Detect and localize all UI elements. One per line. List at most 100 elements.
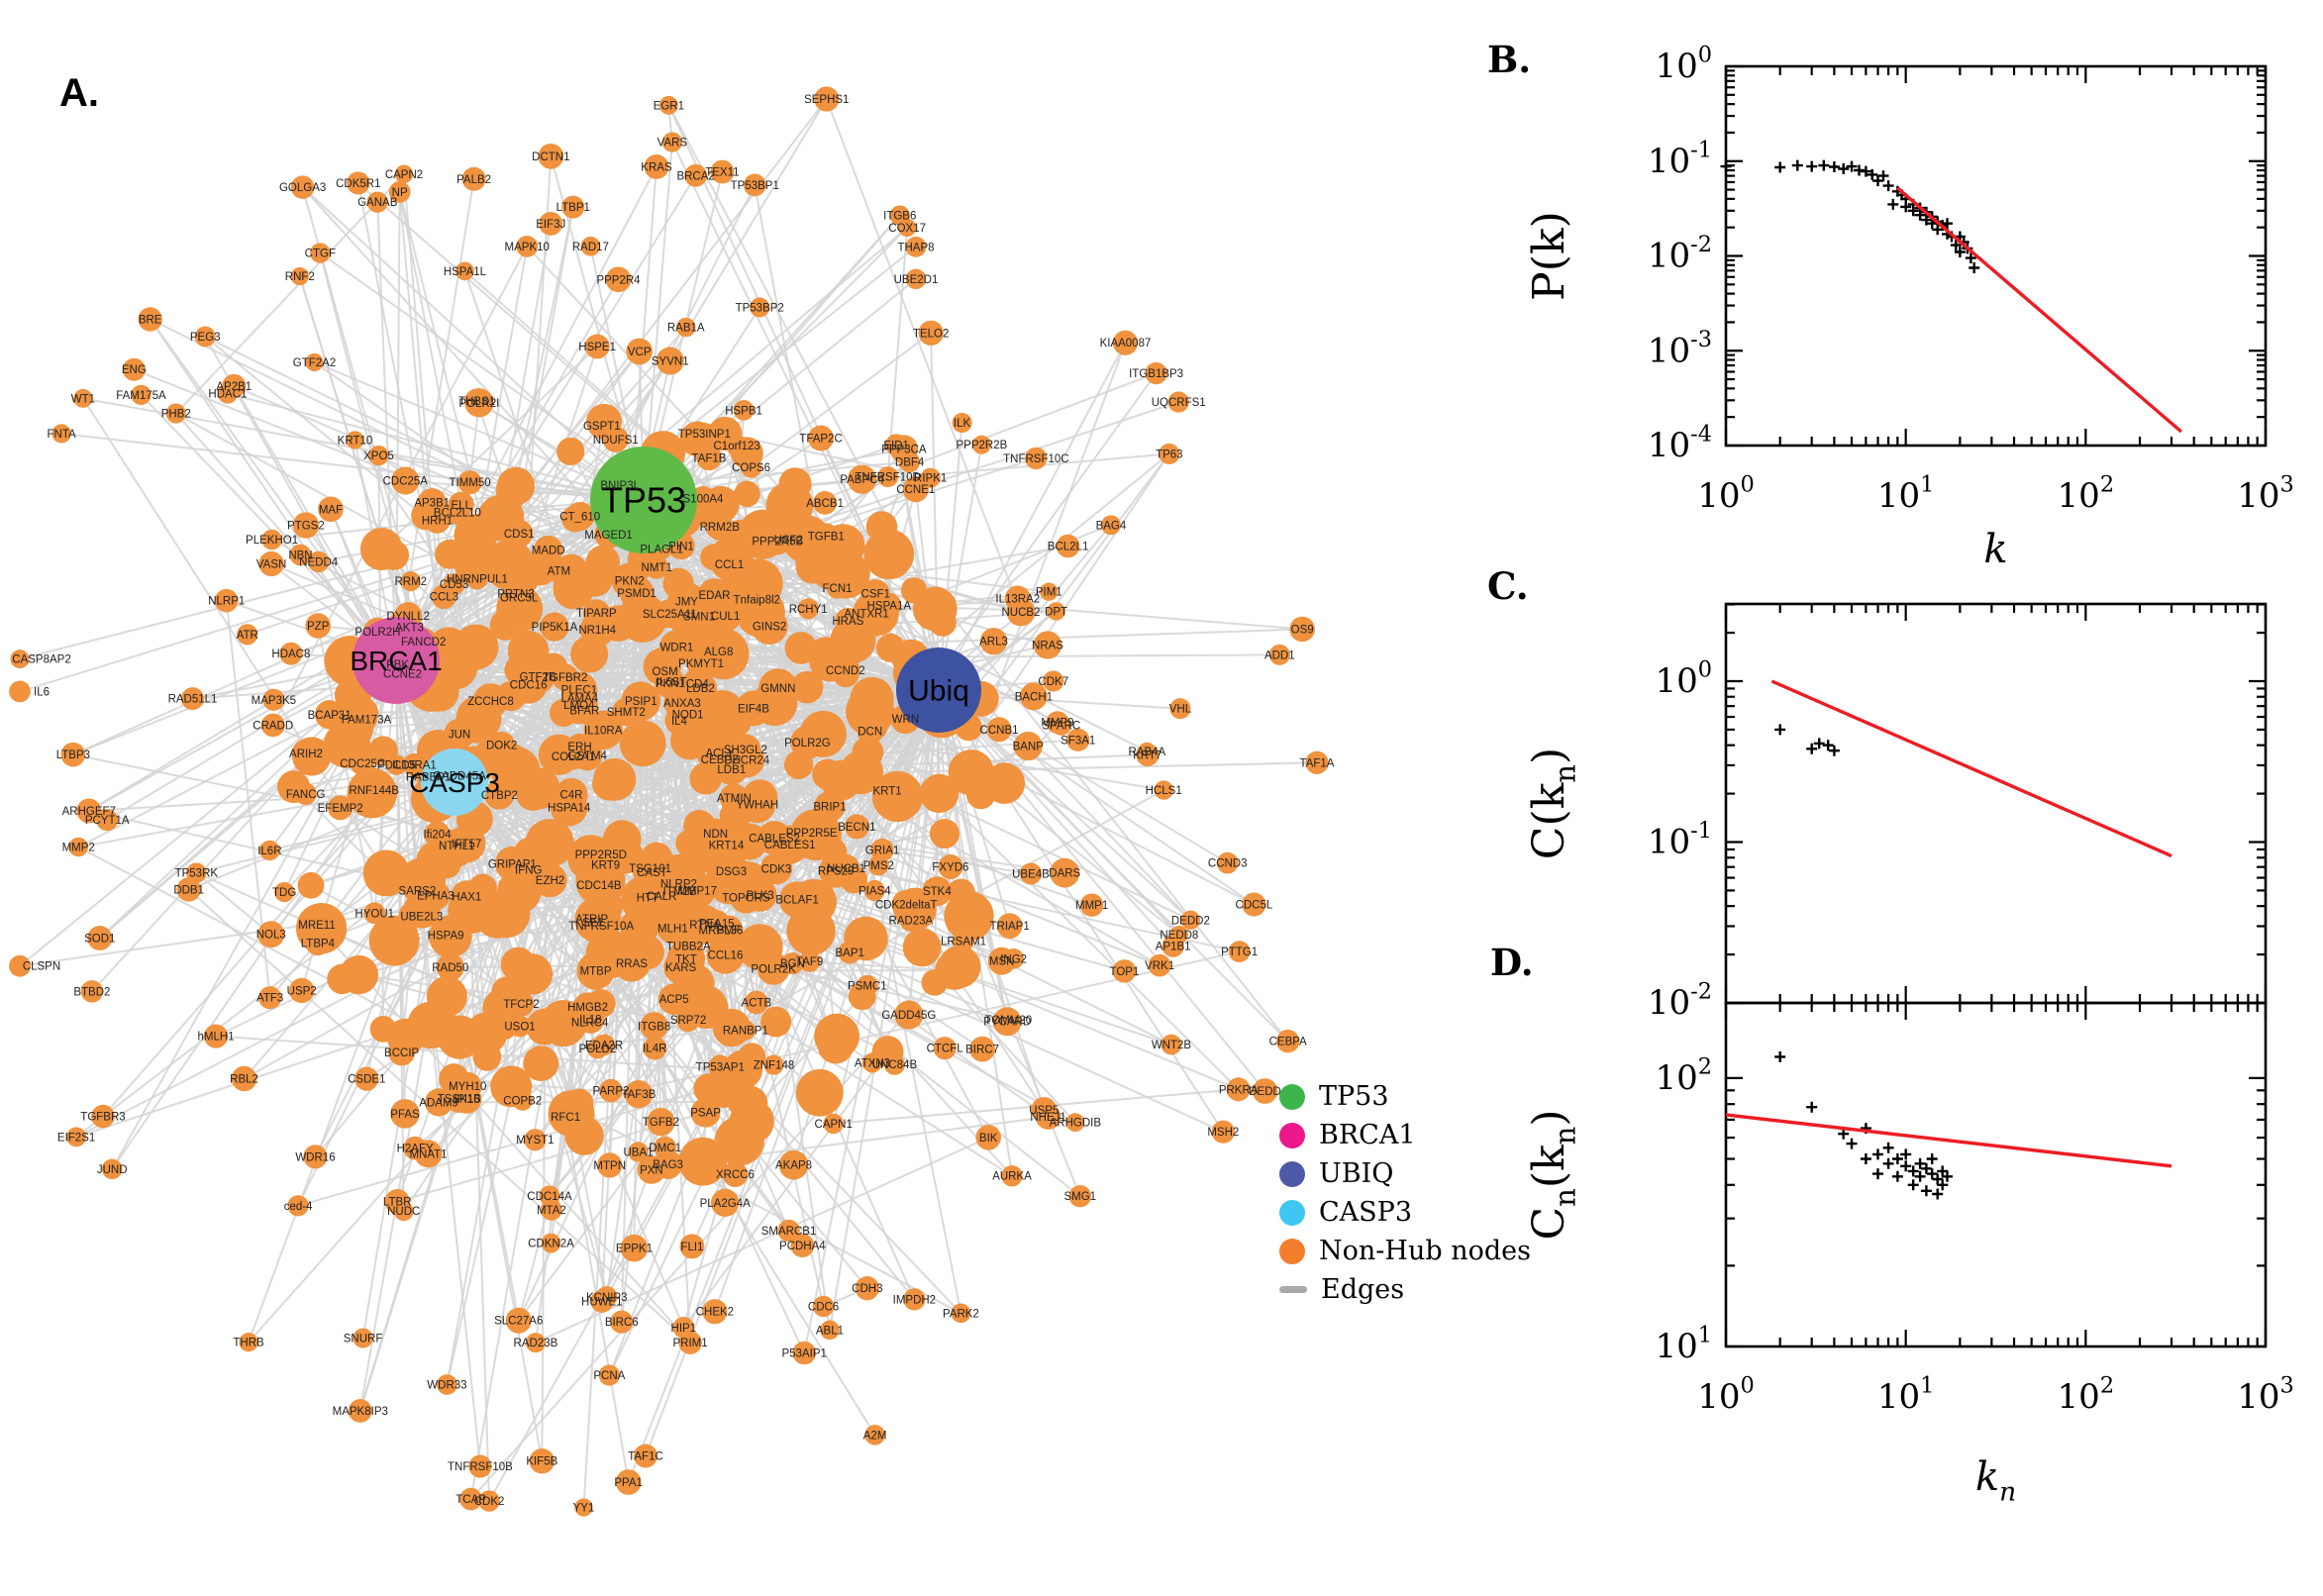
- gene-node: [644, 154, 669, 179]
- gene-node: [733, 826, 761, 853]
- gene-label: PKMYT1: [678, 658, 724, 670]
- gene-label: GANAB: [357, 197, 398, 209]
- gene-label: SOD1: [84, 933, 115, 945]
- gene-node: [539, 211, 563, 236]
- gene-label: HAX1: [452, 891, 481, 903]
- gene-label: PIN1: [668, 541, 694, 552]
- gene-node: [586, 988, 616, 1019]
- gene-label: CEBPZ: [701, 754, 739, 766]
- edge: [517, 1003, 602, 1321]
- gene-label: DBF4: [895, 457, 925, 469]
- gene-node: [871, 1036, 904, 1067]
- gene-label: PKN2: [615, 576, 645, 588]
- gene-node: [823, 1113, 844, 1135]
- gene-node: [295, 902, 348, 954]
- gene-label: S100A4: [683, 493, 725, 505]
- gene-label: PLEKHO1: [246, 535, 298, 547]
- gene-node: [586, 403, 622, 440]
- gene-node: [894, 1000, 924, 1030]
- gene-label: PIAS4: [858, 885, 891, 897]
- gene-node: [814, 86, 840, 112]
- hub-label-brca1: BRCA1: [350, 646, 442, 676]
- network-legend: TP53 BRCA1 UBIQ CASP3 Non-Hub nodes Edge…: [1279, 1077, 1531, 1309]
- edge: [82, 397, 388, 874]
- gene-node: [176, 877, 201, 902]
- gene-node: [918, 320, 944, 346]
- gene-label: FXYD6: [932, 862, 968, 874]
- edge: [938, 422, 963, 691]
- gene-label: CT_610: [559, 511, 600, 523]
- gene-label: SMG1: [1063, 1191, 1096, 1203]
- gene-node: [722, 1161, 749, 1187]
- gene-label: POLR2G: [784, 738, 831, 749]
- gene-label: TOMM20: [984, 1015, 1032, 1027]
- gene-node: [561, 505, 589, 533]
- gene-label: CCNE1: [896, 484, 935, 496]
- gene-node: [812, 758, 844, 790]
- gene-label: PPP2R5D: [575, 849, 627, 861]
- gene-node: [261, 529, 282, 550]
- gene-label: UBE2D1: [894, 274, 939, 286]
- gene-label: WT1: [71, 393, 95, 405]
- panel-b-label: B.: [1487, 38, 1532, 81]
- gene-label: MRE11: [298, 920, 336, 932]
- gene-label: EPHA3: [417, 890, 454, 902]
- gene-label: MTPN: [593, 1160, 626, 1172]
- gene-node: [675, 317, 696, 338]
- gene-label: IL6: [34, 686, 50, 698]
- gene-node: [605, 266, 632, 293]
- gene-label: EPPK1: [616, 1244, 653, 1255]
- gene-node: [920, 467, 941, 488]
- edge: [140, 394, 397, 661]
- gene-label: VCP: [628, 347, 652, 358]
- gene-node: [585, 930, 635, 979]
- gene-label: MYST1: [516, 1135, 554, 1147]
- gene-node: [1228, 941, 1251, 962]
- gene-node: [454, 545, 494, 584]
- gene-label: RAD23A: [888, 916, 933, 928]
- svg-text:101: 101: [1877, 1373, 1935, 1417]
- gene-node: [844, 814, 869, 840]
- gene-node: [1001, 1165, 1023, 1187]
- gene-label: MMP1: [1075, 900, 1108, 912]
- gene-node: [790, 1234, 815, 1257]
- gene-label: ABL1: [816, 1325, 844, 1337]
- gene-label: CD53: [440, 579, 468, 591]
- gene-label: TNFRSF10A: [568, 921, 634, 933]
- gene-label: GTF2A2: [293, 357, 336, 369]
- gene-label: UQCRFS1: [1152, 397, 1206, 409]
- gene-node: [307, 550, 330, 573]
- gene-node: [486, 1007, 520, 1041]
- gene-label: JUND: [97, 1164, 128, 1176]
- gene-node: [1025, 447, 1048, 470]
- gene-label: MMP2: [62, 843, 95, 854]
- edge: [825, 98, 1022, 613]
- gene-label: DYNLL2: [387, 611, 430, 623]
- gene-label: RRM2: [394, 576, 427, 588]
- gene-node: [905, 236, 927, 257]
- gene-node: [394, 164, 414, 184]
- gene-label: BRIP1: [813, 801, 846, 813]
- gene-node: [1226, 1077, 1251, 1102]
- gene-label: EZH2: [536, 875, 564, 887]
- gene-node: [671, 713, 704, 746]
- gene-label: HCLS1: [1146, 785, 1182, 797]
- gene-node: [848, 982, 876, 1011]
- gene-label: RAD23B: [514, 1338, 558, 1349]
- gene-label: MSH2: [1207, 1127, 1239, 1139]
- gene-node: [388, 181, 411, 203]
- gene-node: [619, 720, 666, 767]
- gene-node: [628, 1142, 649, 1162]
- gene-label: PHB2: [161, 409, 191, 421]
- svg-text:102: 102: [2058, 472, 2115, 516]
- gene-label: TNFRSF10B: [448, 1461, 513, 1473]
- gene-node: [784, 749, 814, 780]
- gene-node: [239, 1333, 258, 1352]
- gene-node: [1268, 644, 1290, 665]
- gene-node: [305, 613, 331, 639]
- gene-node: [570, 635, 609, 673]
- gene-label: THBS1: [458, 396, 495, 408]
- gene-node: [426, 975, 467, 1017]
- gene-node: [808, 425, 834, 451]
- gene-node: [468, 1454, 492, 1478]
